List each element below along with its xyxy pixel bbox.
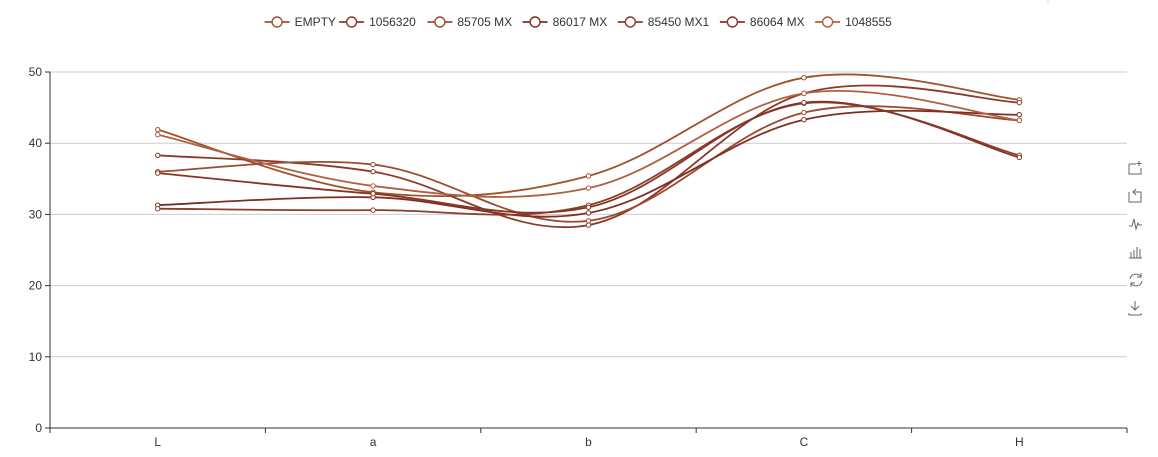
x-tick-label: a (370, 435, 377, 449)
restore-icon[interactable] (1126, 270, 1144, 288)
legend-item[interactable]: 1048555 (815, 15, 892, 29)
data-point[interactable] (370, 191, 376, 197)
line-shape (1129, 218, 1142, 231)
legend-label: 1056320 (369, 15, 416, 29)
data-point[interactable] (585, 218, 592, 224)
legend-item[interactable]: 86064 MX (719, 15, 805, 29)
grid (50, 71, 1127, 358)
y-tick-label: 40 (29, 136, 43, 150)
y-tick-label: 50 (29, 65, 43, 79)
legend-item[interactable]: 85705 MX (427, 15, 512, 29)
restore-shape (1129, 273, 1143, 287)
series-85450-mx1 (155, 100, 1022, 216)
data-point[interactable] (1016, 117, 1022, 124)
legend-label: 85450 MX1 (648, 15, 710, 29)
zoom-icon[interactable] (1126, 158, 1144, 176)
legend-item[interactable]: EMPTY (264, 15, 336, 29)
reset-arrow (1132, 188, 1137, 196)
series-86017-mx (155, 109, 1022, 218)
axes: 0 10 20 30 40 50 L a b C H (29, 65, 1128, 449)
data-point[interactable] (155, 152, 161, 159)
legend-label: 86017 MX (553, 15, 608, 29)
zoom-shape (1128, 163, 1142, 175)
data-point[interactable] (585, 204, 592, 210)
data-point[interactable] (585, 173, 592, 179)
data-point[interactable] (801, 117, 807, 123)
series-line[interactable] (157, 100, 1020, 214)
data-point[interactable] (801, 99, 807, 106)
legend-label: 1048555 (845, 15, 892, 29)
legend-item[interactable]: 1056320 (339, 15, 416, 29)
series-empty (155, 73, 1022, 198)
legend-marker-icon (271, 16, 283, 28)
series-1048555 (155, 89, 1022, 198)
bar-chart-icon-hit[interactable] (1126, 242, 1144, 260)
data-point[interactable] (801, 74, 807, 81)
restore-icon-hit[interactable] (1126, 270, 1144, 288)
y-tick-label: 30 (29, 207, 43, 221)
data-point[interactable] (1016, 112, 1022, 118)
data-point[interactable] (585, 210, 592, 216)
legend-label: 85705 MX (457, 15, 512, 29)
legend-marker-icon (821, 16, 834, 28)
legend-item[interactable]: 85450 MX1 (617, 15, 710, 29)
data-point[interactable] (155, 126, 161, 133)
legend-item[interactable]: 86017 MX (522, 15, 608, 29)
reset-shape (1128, 191, 1142, 203)
data-point[interactable] (370, 183, 376, 189)
line-chart-icon[interactable] (1126, 214, 1144, 232)
restore-arrows (1130, 273, 1142, 287)
bar-chart-icon[interactable] (1126, 242, 1144, 260)
data-point[interactable] (370, 207, 376, 213)
zoom-reset-icon[interactable] (1126, 186, 1144, 204)
legend-label: EMPTY (295, 15, 336, 29)
legend-marker-icon (726, 16, 739, 28)
y-tick-label: 20 (29, 279, 43, 293)
toolbox (1126, 158, 1144, 316)
data-point[interactable] (370, 168, 376, 175)
data-point[interactable] (585, 185, 592, 191)
bar-shape (1129, 247, 1142, 259)
data-point[interactable] (801, 109, 807, 116)
data-point[interactable] (1016, 99, 1022, 106)
legend-marker-icon (624, 16, 636, 28)
download-shape (1128, 301, 1142, 316)
legend-marker-icon (434, 16, 446, 28)
series-group (155, 73, 1022, 229)
x-tick-label: L (154, 435, 161, 449)
x-tick-label: b (585, 435, 592, 449)
legend-marker-icon (529, 16, 541, 28)
data-point[interactable] (585, 222, 592, 228)
data-point[interactable] (370, 161, 376, 168)
download-icon[interactable] (1126, 298, 1144, 316)
data-point[interactable] (155, 170, 161, 176)
series-line[interactable] (157, 109, 1020, 218)
data-point[interactable] (1016, 154, 1022, 161)
legend-label: 86064 MX (750, 15, 805, 29)
x-tick-label: H (1015, 435, 1024, 449)
data-point[interactable] (155, 131, 161, 138)
data-point[interactable] (155, 206, 161, 212)
data-point[interactable] (801, 90, 807, 97)
legend: EMPTY 1056320 85705 MX 86017 MX 85450 MX1 860… (264, 15, 892, 29)
y-tick-label: 0 (35, 421, 42, 435)
legend-marker-icon (345, 16, 358, 28)
x-tick-label: C (800, 435, 809, 449)
zoom-plus (1136, 161, 1142, 166)
series-86064-mx (155, 99, 1022, 214)
y-tick-label: 10 (29, 350, 43, 364)
